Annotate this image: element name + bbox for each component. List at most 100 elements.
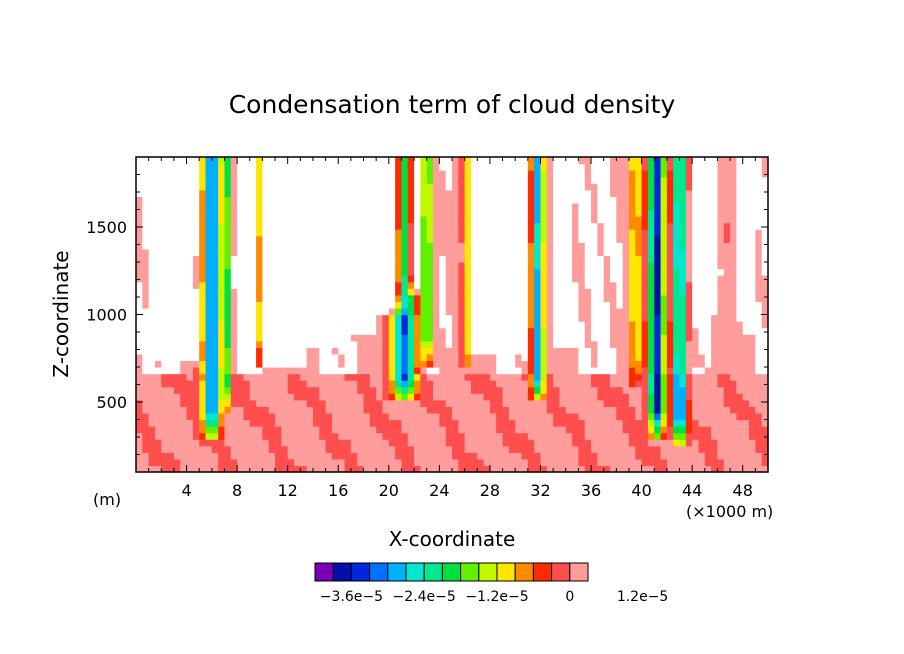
heatmap-cell [142, 340, 150, 348]
heatmap-cell [211, 242, 219, 250]
heatmap-cell [477, 229, 485, 237]
heatmap-cell [275, 222, 282, 230]
heatmap-cell [262, 189, 270, 197]
heatmap-cell [502, 248, 510, 257]
heatmap-cell [692, 307, 700, 316]
heatmap-cell [578, 229, 586, 237]
heatmap-cell [660, 209, 668, 217]
heatmap-cell [477, 426, 485, 434]
heatmap-cell [338, 380, 346, 388]
heatmap-cell [666, 183, 674, 191]
heatmap-cell [635, 189, 643, 197]
heatmap-cell [527, 412, 535, 421]
heatmap-cell [357, 340, 365, 348]
heatmap-cell [205, 360, 213, 368]
heatmap-cell [401, 209, 409, 217]
heatmap-cell [243, 360, 251, 368]
heatmap-cell [199, 157, 207, 165]
heatmap-cell [565, 229, 573, 237]
heatmap-cell [325, 465, 333, 473]
heatmap-cell [711, 248, 719, 257]
heatmap-cell [559, 314, 567, 322]
heatmap-cell [679, 373, 687, 381]
heatmap-cell [382, 432, 390, 440]
heatmap-cell [470, 412, 478, 421]
heatmap-cell [445, 255, 453, 263]
heatmap-cell [306, 268, 314, 276]
heatmap-cell [584, 465, 592, 473]
heatmap-cell [256, 445, 263, 453]
heatmap-cell [154, 157, 162, 165]
heatmap-cell [357, 406, 365, 414]
heatmap-cell [717, 294, 725, 302]
heatmap-cell [603, 432, 611, 440]
heatmap-cell [685, 347, 693, 355]
heatmap-cell [502, 281, 510, 289]
heatmap-cell [717, 321, 725, 329]
heatmap-cell [344, 275, 352, 283]
heatmap-cell [154, 445, 162, 453]
heatmap-cell [565, 393, 573, 401]
heatmap-cell [300, 412, 308, 421]
heatmap-cell [477, 262, 485, 270]
heatmap-cell [616, 452, 624, 460]
heatmap-cell [420, 426, 428, 434]
heatmap-cell [420, 281, 428, 289]
heatmap-cell [704, 196, 712, 204]
heatmap-cell [338, 275, 346, 283]
heatmap-cell [660, 334, 668, 342]
heatmap-cell [218, 216, 226, 224]
heatmap-cell [331, 321, 339, 329]
heatmap-cell [445, 380, 453, 388]
heatmap-cell [723, 301, 731, 309]
heatmap-cell [420, 275, 428, 283]
heatmap-cell [407, 235, 415, 243]
heatmap-cell [736, 242, 744, 250]
heatmap-cell [647, 183, 655, 191]
heatmap-cell [685, 301, 693, 309]
heatmap-cell [723, 412, 731, 421]
heatmap-cell [275, 321, 282, 329]
heatmap-cell [502, 301, 510, 309]
heatmap-cell [698, 170, 706, 178]
heatmap-cell [597, 209, 605, 217]
heatmap-cell [584, 235, 592, 243]
heatmap-cell [173, 262, 181, 270]
heatmap-cell [376, 465, 384, 473]
heatmap-cell [647, 262, 655, 270]
heatmap-cell [717, 209, 725, 217]
heatmap-cell [546, 373, 554, 381]
heatmap-cell [414, 439, 421, 447]
heatmap-cell [382, 327, 390, 335]
heatmap-cell [167, 445, 175, 453]
heatmap-cell [502, 202, 510, 211]
heatmap-cell [205, 406, 213, 414]
heatmap-cell [553, 432, 561, 440]
heatmap-cell [401, 275, 409, 283]
heatmap-cell [603, 321, 611, 329]
heatmap-cell [610, 367, 617, 375]
heatmap-cell [622, 163, 630, 171]
heatmap-cell [628, 163, 636, 171]
heatmap-cell [433, 176, 440, 184]
heatmap-cell [534, 386, 542, 394]
heatmap-cell [331, 202, 339, 211]
heatmap-cell [218, 458, 226, 467]
heatmap-cell [230, 347, 238, 355]
heatmap-cell [761, 406, 769, 414]
heatmap-cell [230, 445, 238, 453]
heatmap-cell [186, 176, 194, 184]
heatmap-cell [673, 307, 681, 316]
heatmap-cell [584, 255, 592, 263]
heatmap-cell [704, 353, 712, 362]
heatmap-cell [350, 216, 358, 224]
heatmap-cell [527, 426, 535, 434]
heatmap-cell [679, 170, 687, 178]
heatmap-cell [540, 255, 548, 263]
heatmap-cell [470, 360, 478, 368]
heatmap-cell [654, 242, 662, 250]
heatmap-cell [559, 307, 567, 316]
heatmap-cell [635, 373, 643, 381]
heatmap-cell [344, 255, 352, 263]
heatmap-cell [388, 262, 396, 270]
